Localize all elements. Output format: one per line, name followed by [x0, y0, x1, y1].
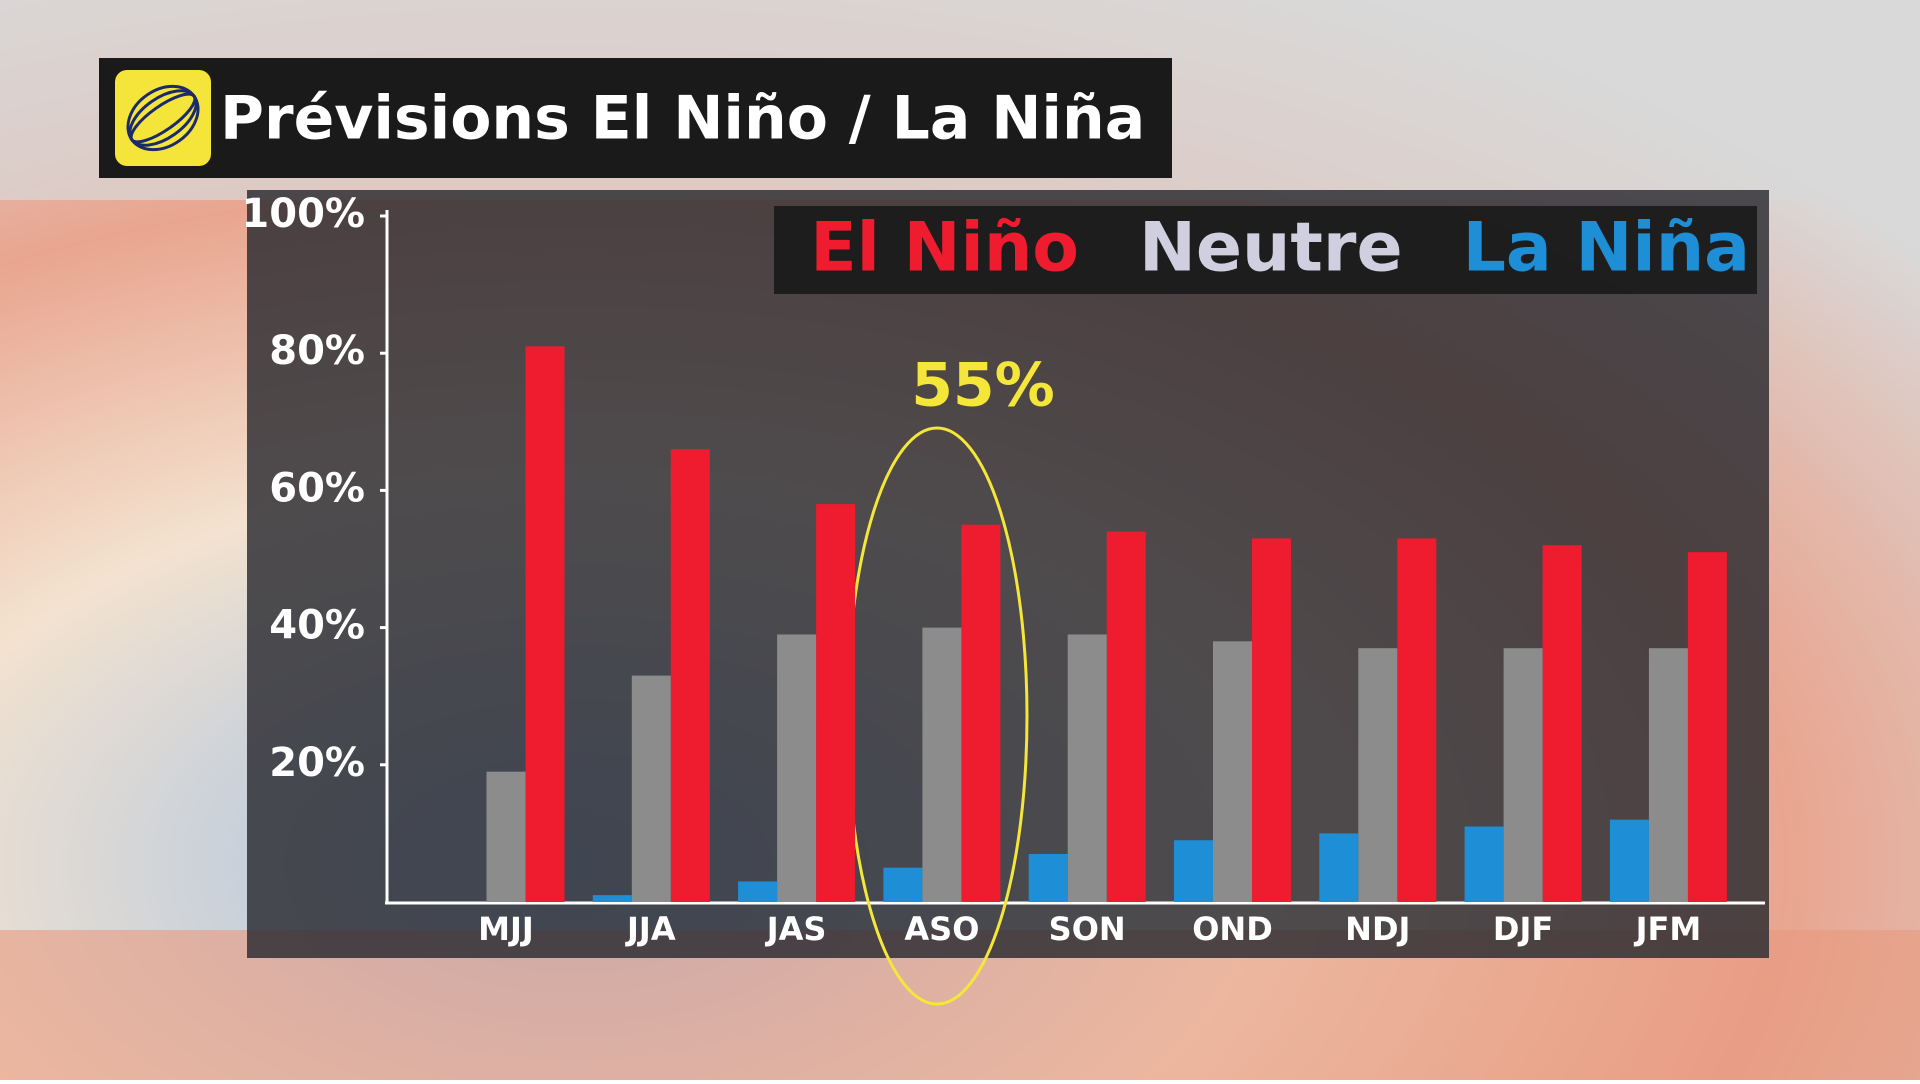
- bar: [922, 627, 962, 902]
- bar: [1319, 833, 1359, 902]
- bar: [1542, 545, 1582, 902]
- title-box: [99, 58, 1172, 178]
- bar: [1358, 648, 1398, 902]
- x-tick-label: JAS: [765, 910, 827, 948]
- y-tick-label: 20%: [269, 740, 365, 786]
- bar: [1028, 853, 1068, 902]
- bar: [1213, 641, 1252, 902]
- bar: [592, 895, 632, 902]
- bar: [1106, 531, 1146, 902]
- x-tick-label: JJA: [625, 910, 676, 948]
- bar: [1687, 552, 1727, 902]
- bar: [486, 771, 526, 902]
- logo-swirl: [126, 84, 200, 152]
- x-tick-label: NDJ: [1345, 910, 1410, 948]
- x-tick-label: DJF: [1493, 910, 1553, 948]
- bar: [1609, 819, 1649, 902]
- x-tick-label: OND: [1192, 910, 1273, 948]
- bar: [670, 449, 710, 902]
- x-tick-label: SON: [1049, 910, 1126, 948]
- bar: [738, 881, 778, 902]
- legend-entry: La Niña: [1463, 209, 1750, 288]
- bar: [1464, 826, 1504, 902]
- bar: [525, 346, 565, 903]
- bar: [777, 634, 817, 902]
- annotation: 55%: [911, 351, 1055, 421]
- bar: [961, 524, 1001, 902]
- x-tick-label: ASO: [904, 910, 979, 948]
- bar: [1252, 538, 1291, 902]
- chart-title: Prévisions El Niño / La Niña: [220, 84, 1145, 154]
- bar: [1503, 648, 1543, 902]
- x-tick-label: MJJ: [478, 910, 534, 948]
- y-tick-label: 40%: [269, 603, 365, 649]
- legend-entry: Neutre: [1139, 209, 1403, 288]
- bar: [1397, 538, 1437, 902]
- y-tick-label: 80%: [269, 328, 365, 374]
- legend-entry: El Niño: [810, 209, 1079, 288]
- y-tick-label: 100%: [241, 191, 365, 237]
- x-tick-label: JFM: [1634, 910, 1702, 948]
- bar: [1648, 648, 1688, 902]
- bar: [816, 504, 856, 902]
- bar: [1174, 840, 1213, 902]
- bar: [1067, 634, 1107, 902]
- legend-box: [774, 206, 1757, 294]
- bar: [631, 675, 671, 902]
- bar: [883, 867, 923, 902]
- y-tick-label: 60%: [269, 465, 365, 511]
